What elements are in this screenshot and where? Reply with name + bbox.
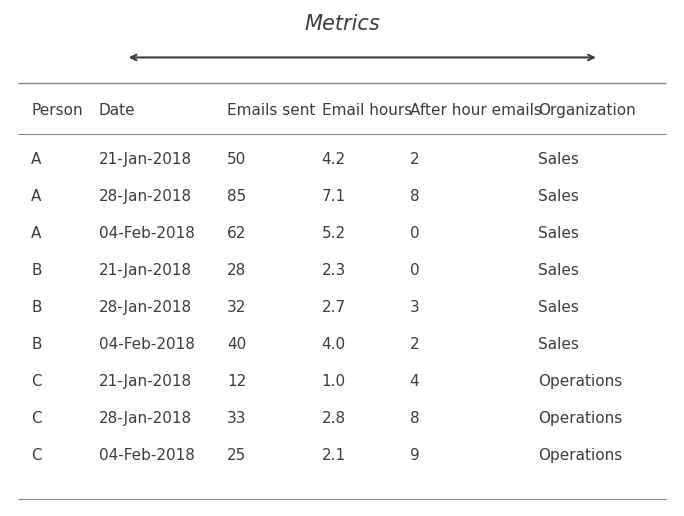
Text: 32: 32: [227, 300, 246, 315]
Text: 33: 33: [227, 411, 247, 426]
Text: 0: 0: [410, 263, 419, 278]
Text: 21-Jan-2018: 21-Jan-2018: [98, 263, 192, 278]
Text: 04-Feb-2018: 04-Feb-2018: [98, 448, 195, 463]
Text: 21-Jan-2018: 21-Jan-2018: [98, 374, 192, 389]
Text: C: C: [31, 411, 42, 426]
Text: 28: 28: [227, 263, 246, 278]
Text: 85: 85: [227, 188, 246, 204]
Text: Metrics: Metrics: [304, 14, 380, 35]
Text: 2: 2: [410, 337, 419, 352]
Text: B: B: [31, 337, 42, 352]
Text: Sales: Sales: [538, 152, 579, 167]
Text: 5.2: 5.2: [321, 225, 346, 240]
Text: 3: 3: [410, 300, 419, 315]
Text: B: B: [31, 300, 42, 315]
Text: Sales: Sales: [538, 300, 579, 315]
Text: C: C: [31, 448, 42, 463]
Text: 2.3: 2.3: [321, 263, 346, 278]
Text: 2.8: 2.8: [321, 411, 346, 426]
Text: 62: 62: [227, 225, 246, 240]
Text: 50: 50: [227, 152, 246, 167]
Text: Operations: Operations: [538, 448, 622, 463]
Text: Sales: Sales: [538, 225, 579, 240]
Text: 40: 40: [227, 337, 246, 352]
Text: Sales: Sales: [538, 337, 579, 352]
Text: Sales: Sales: [538, 188, 579, 204]
Text: 4.2: 4.2: [321, 152, 346, 167]
Text: Sales: Sales: [538, 263, 579, 278]
Text: 4.0: 4.0: [321, 337, 346, 352]
Text: 04-Feb-2018: 04-Feb-2018: [98, 225, 195, 240]
Text: 4: 4: [410, 374, 419, 389]
Text: 28-Jan-2018: 28-Jan-2018: [98, 300, 192, 315]
Text: 21-Jan-2018: 21-Jan-2018: [98, 152, 192, 167]
Text: 25: 25: [227, 448, 246, 463]
Text: 9: 9: [410, 448, 419, 463]
Text: 0: 0: [410, 225, 419, 240]
Text: Emails sent: Emails sent: [227, 103, 315, 118]
Text: 2: 2: [410, 152, 419, 167]
Text: 28-Jan-2018: 28-Jan-2018: [98, 411, 192, 426]
Text: 28-Jan-2018: 28-Jan-2018: [98, 188, 192, 204]
Text: Organization: Organization: [538, 103, 635, 118]
Text: After hour emails: After hour emails: [410, 103, 542, 118]
Text: 12: 12: [227, 374, 246, 389]
Text: 1.0: 1.0: [321, 374, 346, 389]
Text: 04-Feb-2018: 04-Feb-2018: [98, 337, 195, 352]
Text: A: A: [31, 152, 42, 167]
Text: 2.7: 2.7: [321, 300, 346, 315]
Text: C: C: [31, 374, 42, 389]
Text: Operations: Operations: [538, 374, 622, 389]
Text: Email hours: Email hours: [321, 103, 412, 118]
Text: 8: 8: [410, 411, 419, 426]
Text: 8: 8: [410, 188, 419, 204]
Text: Operations: Operations: [538, 411, 622, 426]
Text: Date: Date: [98, 103, 135, 118]
Text: 7.1: 7.1: [321, 188, 346, 204]
Text: A: A: [31, 188, 42, 204]
Text: 2.1: 2.1: [321, 448, 346, 463]
Text: B: B: [31, 263, 42, 278]
Text: A: A: [31, 225, 42, 240]
Text: Person: Person: [31, 103, 83, 118]
